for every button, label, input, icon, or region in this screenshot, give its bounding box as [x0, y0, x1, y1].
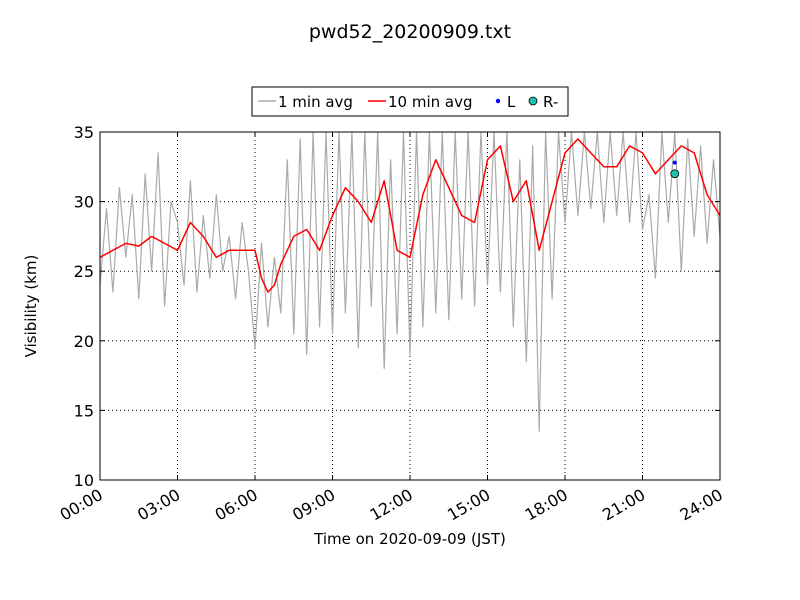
legend-label: L — [507, 93, 516, 111]
legend-label: 1 min avg — [278, 93, 353, 111]
chart-title: pwd52_20200909.txt — [309, 21, 511, 43]
y-tick-label: 20 — [74, 332, 94, 351]
y-tick-label: 25 — [74, 262, 94, 281]
y-tick-label: 35 — [74, 123, 94, 142]
series-layer — [100, 132, 720, 432]
legend: 1 min avg 10 min avg L R- — [251, 86, 569, 117]
y-tick-label: 10 — [74, 471, 94, 490]
series-line-10-min-avg — [100, 138, 720, 293]
y-tick-label: 15 — [74, 401, 94, 420]
legend-box — [251, 86, 569, 117]
point-marker-R- — [670, 169, 680, 179]
legend-swatch-dot — [495, 98, 501, 104]
grid — [100, 132, 720, 480]
y-tick-label: 30 — [74, 193, 94, 212]
legend-swatch-circle — [528, 96, 538, 106]
y-axis-label: Visibility (km) — [22, 255, 40, 358]
x-axis-label: Time on 2020-09-09 (JST) — [313, 530, 506, 548]
series-line-1-min-avg — [100, 132, 720, 432]
points-layer — [670, 160, 680, 179]
legend-label: 10 min avg — [388, 93, 473, 111]
legend-label: R- — [543, 93, 558, 111]
point-marker-L — [672, 160, 677, 165]
